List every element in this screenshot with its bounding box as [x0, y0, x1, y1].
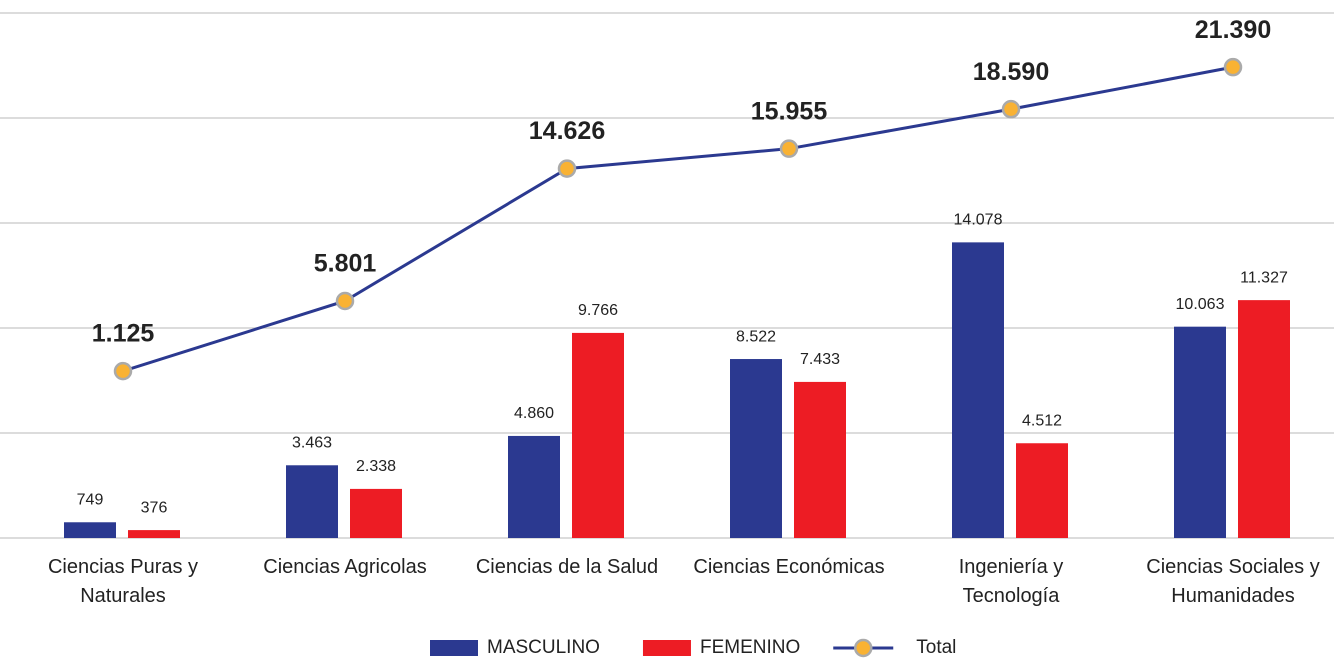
bar: [286, 465, 338, 538]
bar: [730, 359, 782, 538]
data-label: 2.338: [356, 458, 396, 475]
bar: [1238, 300, 1290, 538]
legend-swatch: [642, 640, 691, 656]
data-label: 376: [141, 499, 168, 516]
data-label: 15.955: [751, 97, 828, 125]
line-marker: [779, 139, 799, 158]
legend-label: MASCULINO: [487, 637, 600, 658]
bar: [350, 488, 402, 538]
data-label: 7.433: [800, 351, 840, 368]
data-label: 9.766: [578, 302, 618, 319]
bar: [1174, 326, 1226, 538]
line-marker: [1223, 57, 1243, 77]
data-label: 14.626: [529, 117, 605, 145]
data-label: 4.512: [1022, 412, 1062, 429]
x-tick-label: Ciencias Agricolas: [263, 556, 427, 578]
line-marker: [335, 291, 355, 311]
bar: [64, 522, 116, 538]
data-label: 8.522: [736, 328, 776, 345]
bar: [508, 435, 560, 538]
legend-marker: [854, 638, 873, 658]
x-tick-label: Ciencias Puras y Naturales: [47, 556, 199, 607]
data-label: 5.801: [314, 250, 377, 278]
x-tick-label: Ciencias Sociales y Humanidades: [1146, 556, 1320, 607]
line-marker: [1001, 99, 1021, 119]
line: [122, 65, 1234, 373]
x-tick-label: Ingeniería y Tecnología: [958, 556, 1064, 607]
bar: [128, 530, 180, 538]
data-label: 4.860: [514, 405, 554, 422]
bar: [1016, 443, 1068, 538]
data-label: 1.125: [92, 320, 155, 348]
x-tick-label: Ciencias de la Salud: [475, 556, 659, 578]
data-label: 11.327: [1240, 269, 1288, 286]
x-tick-label: Ciencias Económicas: [693, 556, 885, 578]
data-label: 10.063: [1176, 296, 1225, 313]
data-label: 14.078: [954, 212, 1003, 229]
data-label: 18.590: [973, 58, 1049, 86]
data-label: 21.390: [1195, 16, 1271, 44]
legend-label: Total: [916, 637, 956, 658]
legend-label: FEMENINO: [700, 637, 800, 658]
bar: [572, 332, 624, 538]
line-marker: [113, 361, 133, 381]
bar: [794, 381, 846, 538]
line-marker: [557, 159, 577, 178]
legend-swatch: [430, 640, 478, 656]
data-label: 3.463: [292, 434, 332, 451]
data-label: 749: [77, 491, 104, 508]
bar: [952, 242, 1004, 538]
